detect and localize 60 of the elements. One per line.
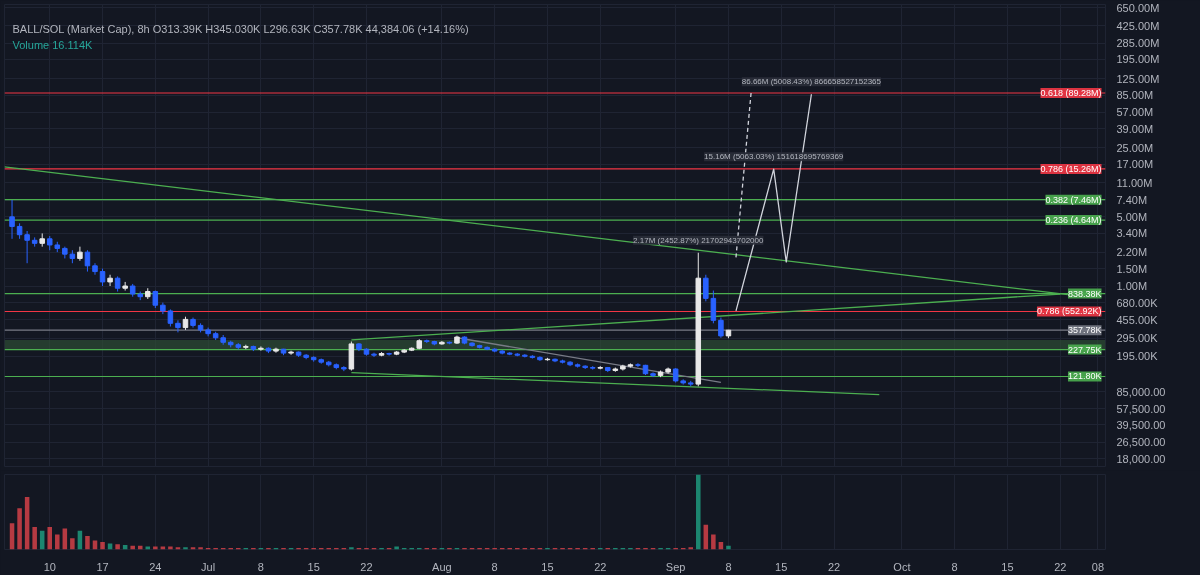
y-tick-label: 125.00M	[1116, 72, 1160, 85]
x-tick-label: Oct	[893, 560, 911, 573]
y-tick-label: 17.00M	[1116, 158, 1154, 171]
ref-line-label: 0.618 (89.28M)	[1040, 88, 1102, 98]
x-tick-label: 8	[491, 560, 498, 573]
y-tick-label: 7.40M	[1116, 194, 1148, 207]
x-tick-label: 15	[775, 560, 788, 573]
x-tick-label: Sep	[665, 560, 686, 573]
x-tick-label: 22	[360, 560, 373, 573]
annotation: 2.17M (2452.87%) 21702943702000	[633, 235, 764, 245]
x-tick-label: Jul	[201, 560, 216, 573]
text: Volume 16.114K	[12, 38, 94, 51]
y-tick-label: 295.00K	[1116, 332, 1159, 345]
x-tick-label: 10	[43, 560, 56, 573]
x-tick-label: 8	[951, 560, 958, 573]
y-tick-label: 285.00M	[1116, 37, 1160, 50]
x-tick-label: 08	[1091, 560, 1105, 573]
x-tick-label: 15	[541, 560, 554, 573]
y-tick-label: 85.00M	[1116, 89, 1154, 102]
ref-line-label: 121.80K	[1067, 371, 1102, 382]
y-tick-label: 57.00M	[1116, 106, 1154, 119]
y-tick-label: 195.00K	[1116, 350, 1159, 363]
y-tick-label: 11.00M	[1116, 176, 1153, 189]
y-tick-label: 1.00M	[1116, 280, 1148, 293]
y-tick-label: 3.40M	[1116, 227, 1148, 240]
ref-line-label: 0.786 (15.26M)	[1040, 163, 1102, 174]
text: BALL/SOL (Market Cap), 8h O313.39K H345.030K L296.63K C357.78K 44,384.06 (+14.16%)	[12, 22, 469, 35]
y-tick-label: 680.00K	[1116, 296, 1159, 309]
annotation: 86.66M (5008.43%) 866658527152365	[741, 77, 882, 87]
x-tick-label: 17	[96, 560, 109, 573]
x-tick-label: 8	[257, 560, 264, 573]
x-tick-label: 24	[149, 560, 162, 573]
y-tick-label: 1.50M	[1116, 262, 1148, 275]
y-tick-label: 650.00M	[1116, 1, 1160, 14]
x-tick-label: 8	[725, 560, 732, 573]
x-tick-label: 22	[1054, 560, 1067, 573]
y-tick-label: 39,500.00	[1116, 418, 1166, 431]
x-tick-label: 22	[594, 560, 607, 573]
ref-line-label: 838.38K	[1067, 288, 1102, 299]
x-tick-label: 22	[827, 560, 841, 573]
ref-line-label: 357.78K	[1067, 325, 1102, 336]
ref-line-label: 0.786 (552.92K)	[1036, 306, 1102, 317]
y-tick-label: 195.00M	[1116, 53, 1160, 66]
y-tick-label: 5.00M	[1116, 210, 1148, 223]
y-tick-label: 425.00M	[1116, 19, 1160, 32]
y-tick-label: 26,500.00	[1116, 436, 1166, 449]
x-tick-label: 15	[307, 560, 320, 573]
y-tick-label: 2.20M	[1116, 246, 1148, 259]
y-tick-label: 455.00K	[1116, 313, 1159, 326]
ref-line-label: 0.382 (7.46M)	[1045, 194, 1102, 205]
x-tick-label: Aug	[432, 560, 452, 573]
annotation: 15.16M (5063.03%) 151618695769369	[704, 152, 844, 162]
y-tick-label: 57,500.00	[1116, 402, 1166, 415]
ref-line-label: 227.75K	[1067, 344, 1102, 355]
y-tick-label: 39.00M	[1116, 122, 1154, 135]
y-tick-label: 18,000.00	[1116, 452, 1166, 465]
y-tick-label: 85,000.00	[1116, 385, 1166, 398]
ref-line-label: 0.236 (4.64M)	[1045, 215, 1102, 226]
x-tick-label: 15	[1001, 560, 1014, 573]
y-tick-label: 25.00M	[1116, 141, 1154, 154]
